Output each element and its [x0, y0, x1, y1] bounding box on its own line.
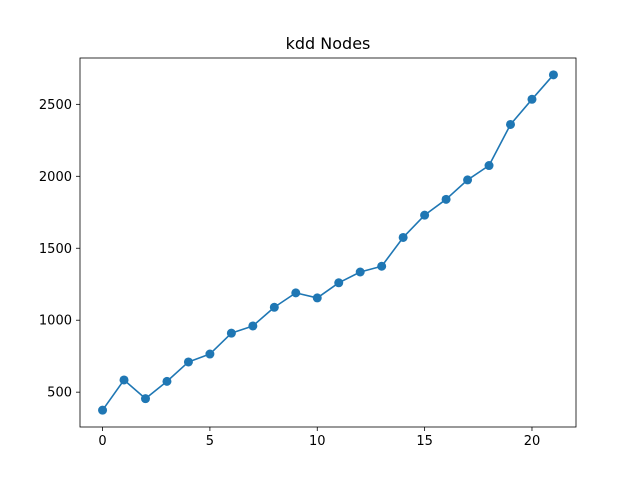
plot-area-frame	[79, 57, 577, 428]
data-point	[355, 267, 365, 277]
y-tick-label: 1500	[39, 242, 72, 257]
y-tick-label: 2500	[39, 98, 72, 113]
y-tick-label: 2000	[39, 170, 72, 185]
x-tick-label: 0	[98, 434, 106, 449]
data-point	[506, 119, 516, 129]
data-point	[162, 376, 172, 386]
data-point	[527, 94, 537, 104]
data-point	[291, 288, 301, 298]
data-point	[420, 210, 430, 220]
data-point	[248, 321, 258, 331]
series-line	[101, 74, 555, 411]
data-point	[377, 261, 387, 271]
data-point	[205, 349, 215, 359]
chart-title: kdd Nodes	[286, 34, 371, 53]
data-point	[98, 405, 108, 415]
data-point	[269, 302, 279, 312]
data-point	[441, 194, 451, 204]
data-point	[398, 232, 408, 242]
y-tick-label: 1000	[39, 314, 72, 329]
data-point	[548, 70, 558, 80]
x-axis-ticks: 0 5 10 15 20	[98, 427, 540, 449]
data-point	[119, 375, 129, 385]
x-tick-label: 10	[309, 434, 326, 449]
y-axis-ticks: 500 1000 1500 2000 2500	[39, 98, 80, 401]
data-point	[183, 357, 193, 367]
data-point	[226, 328, 236, 338]
y-tick-label: 500	[47, 386, 72, 401]
x-tick-label: 20	[524, 434, 541, 449]
data-point	[463, 175, 473, 185]
data-point	[484, 161, 494, 171]
x-tick-label: 15	[416, 434, 433, 449]
data-point	[312, 293, 322, 303]
data-point	[334, 278, 344, 288]
data-point	[140, 394, 150, 404]
x-tick-label: 5	[206, 434, 214, 449]
data-points	[98, 70, 558, 415]
